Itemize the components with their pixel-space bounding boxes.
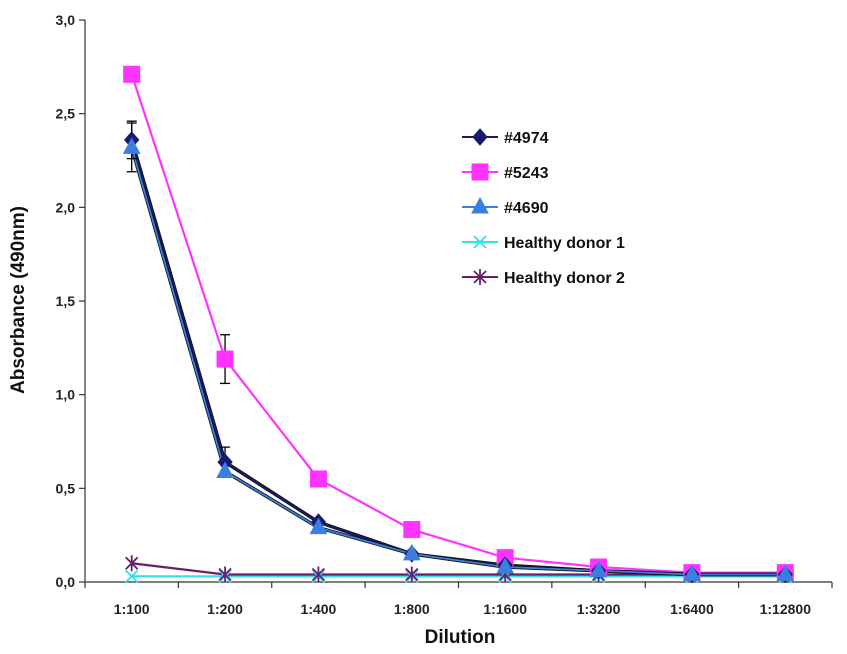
y-tick-label: 1,0 xyxy=(56,387,76,403)
x-tick-label: 1:800 xyxy=(394,601,430,617)
x-tick-label: 1:6400 xyxy=(670,601,714,617)
data-point xyxy=(776,564,795,582)
data-point xyxy=(309,517,328,535)
data-point xyxy=(311,566,326,583)
y-tick-label: 0,5 xyxy=(56,480,76,496)
legend-marker xyxy=(471,196,489,214)
y-tick-label: 0,0 xyxy=(56,574,76,590)
data-point xyxy=(405,566,419,583)
x-tick-label: 1:200 xyxy=(207,601,243,617)
y-tick-label: 3,0 xyxy=(56,12,76,28)
data-point xyxy=(402,543,421,561)
legend-label: #4690 xyxy=(504,200,549,217)
data-point xyxy=(123,65,141,83)
y-tick-label: 2,0 xyxy=(56,199,76,215)
legend-label: Healthy donor 1 xyxy=(504,235,625,252)
x-tick-label: 1:400 xyxy=(301,601,337,617)
data-point xyxy=(589,560,608,578)
data-point xyxy=(683,564,701,582)
data-point xyxy=(125,555,139,572)
legend-label: #4974 xyxy=(504,130,549,147)
x-tick-label: 1:12800 xyxy=(760,601,812,617)
data-point xyxy=(216,350,234,368)
data-point xyxy=(218,566,232,583)
y-tick-label: 1,5 xyxy=(56,293,76,309)
data-point xyxy=(122,137,141,154)
legend-label: #5243 xyxy=(504,165,549,182)
data-point xyxy=(403,521,421,539)
legend-marker xyxy=(473,269,487,285)
y-axis-title: Absorbance (490nm) xyxy=(8,206,29,394)
data-point xyxy=(309,470,327,488)
x-axis-title: Dilution xyxy=(425,627,496,648)
data-point xyxy=(216,461,234,478)
legend-label: Healthy donor 2 xyxy=(504,270,625,287)
series-line xyxy=(130,147,786,576)
y-tick-label: 2,5 xyxy=(56,106,76,122)
x-tick-label: 1:1600 xyxy=(483,601,527,617)
series-line xyxy=(130,73,786,574)
data-point xyxy=(125,569,139,584)
legend-marker xyxy=(471,163,489,181)
legend-marker xyxy=(472,128,488,146)
data-point xyxy=(496,556,515,574)
x-tick-label: 1:100 xyxy=(114,601,150,617)
legend-marker xyxy=(473,235,487,249)
x-tick-label: 1:3200 xyxy=(577,601,621,617)
